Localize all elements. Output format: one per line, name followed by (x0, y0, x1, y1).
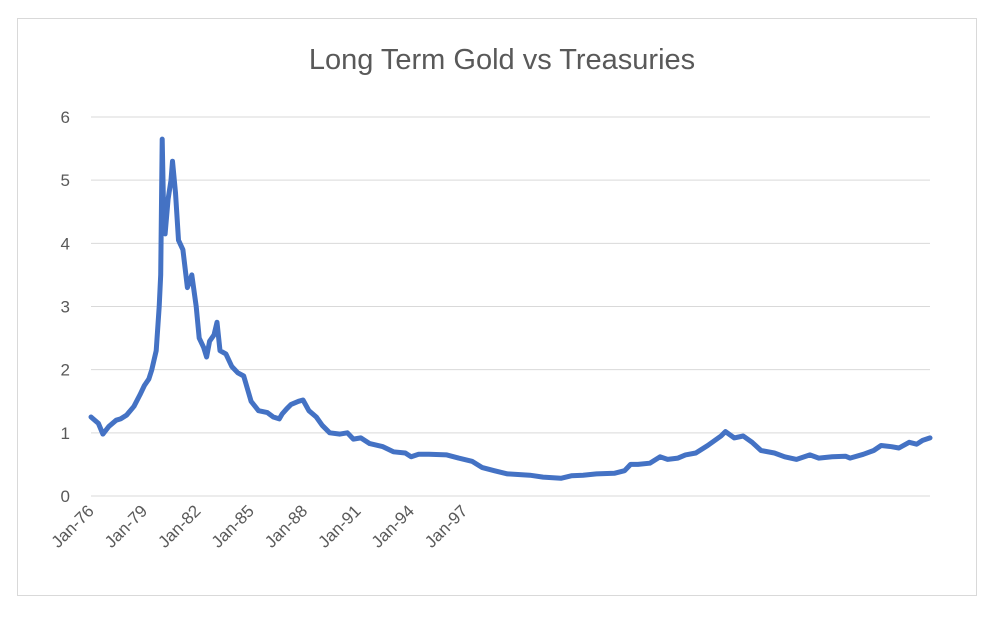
x-tick-label: Jan-85 (208, 501, 258, 551)
y-tick-label: 5 (61, 171, 70, 190)
x-tick-label: Jan-91 (314, 501, 364, 551)
gridlines (91, 116, 930, 497)
y-tick-label: 0 (61, 487, 70, 506)
x-tick-label: Jan-76 (48, 501, 98, 551)
y-tick-label: 2 (61, 361, 70, 380)
y-axis-tick-labels: 0 1 2 3 4 5 6 (61, 108, 70, 506)
series-layer (88, 136, 933, 481)
x-axis-tick-labels: Jan-76 Jan-79 Jan-82 Jan-85 Jan-88 Jan-91 Jan-… (48, 501, 472, 551)
x-tick-label: Jan-94 (368, 501, 418, 551)
x-tick-label: Jan-82 (154, 501, 204, 551)
x-tick-label: Jan-97 (421, 501, 471, 551)
series-line (88, 136, 933, 481)
y-tick-label: 1 (61, 424, 70, 443)
chart-title: Long Term Gold vs Treasuries (308, 44, 696, 76)
y-tick-label: 3 (61, 298, 70, 317)
x-tick-label: Jan-79 (101, 501, 151, 551)
y-tick-label: 4 (61, 234, 70, 253)
x-tick-label: Jan-88 (261, 501, 311, 551)
y-tick-label: 6 (61, 108, 70, 127)
